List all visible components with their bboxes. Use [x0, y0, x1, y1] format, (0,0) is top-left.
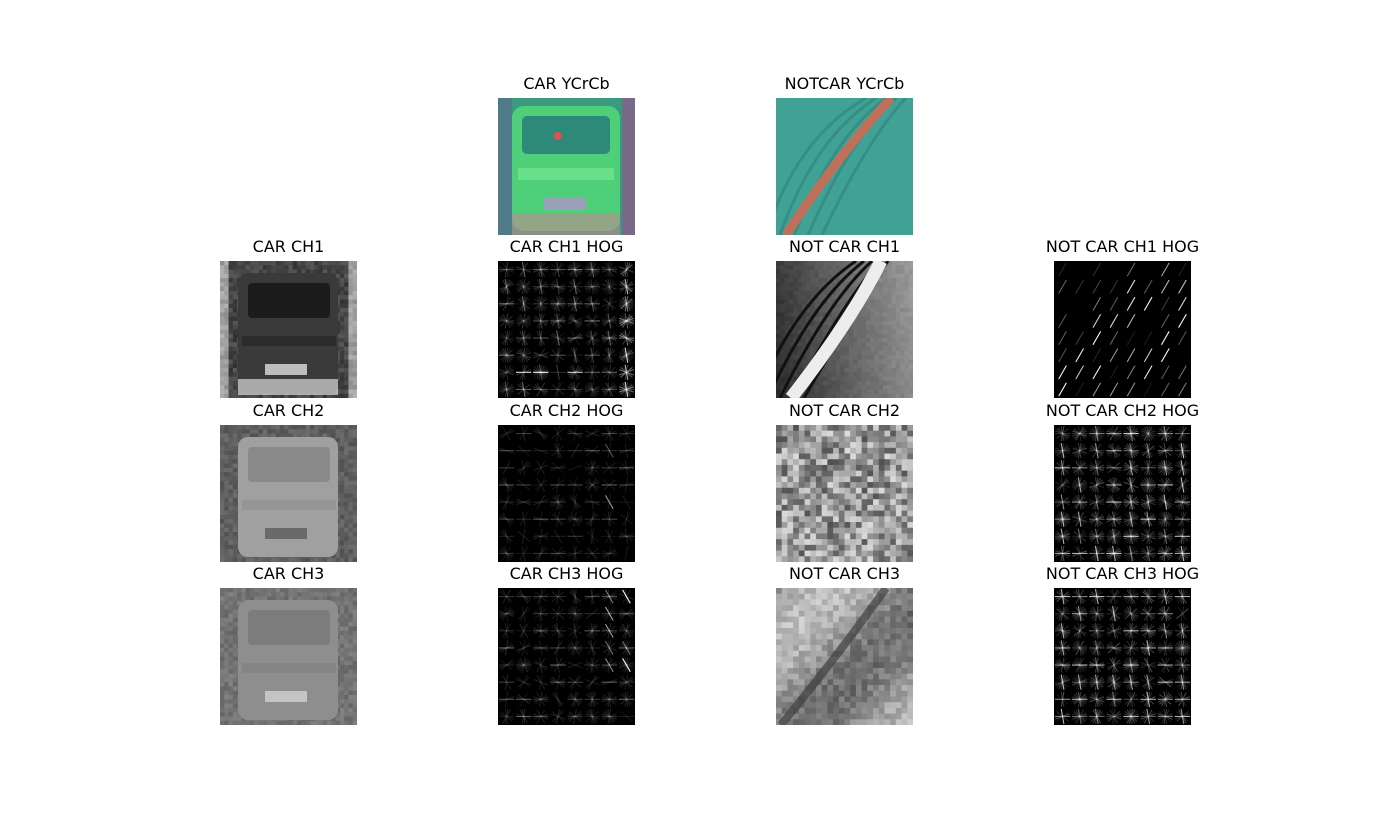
panel-title: CAR CH3	[252, 564, 325, 583]
notcar-ch1-image	[776, 261, 913, 398]
car-ch3-hog-image	[498, 588, 635, 725]
notcar-ch2-image	[776, 425, 913, 562]
notcar-ch3-image	[776, 588, 913, 725]
panel-title: CAR CH1	[252, 237, 325, 256]
car-ch1-hog-image	[498, 261, 635, 398]
car-ch1-image	[220, 261, 357, 398]
panel-title: NOT CAR CH3 HOG	[1045, 564, 1200, 583]
panel-title: NOTCAR YCrCb	[784, 74, 905, 93]
notcar-ch1-hog-image	[1054, 261, 1191, 398]
panel-title: CAR YCrCb	[523, 74, 610, 93]
panel-title: CAR CH2 HOG	[509, 401, 624, 420]
panel-title: NOT CAR CH3	[788, 564, 901, 583]
panel-title: CAR CH1 HOG	[509, 237, 624, 256]
car-ch2-hog-image	[498, 425, 635, 562]
panel-title: NOT CAR CH1 HOG	[1045, 237, 1200, 256]
panel-title: NOT CAR CH1	[788, 237, 901, 256]
panel-title: NOT CAR CH2 HOG	[1045, 401, 1200, 420]
panel-title: CAR CH3 HOG	[509, 564, 624, 583]
notcar-ycrcb-image	[776, 98, 913, 235]
panel-title: CAR CH2	[252, 401, 325, 420]
notcar-ch2-hog-image	[1054, 425, 1191, 562]
car-ch3-image	[220, 588, 357, 725]
notcar-ch3-hog-image	[1054, 588, 1191, 725]
panel-title: NOT CAR CH2	[788, 401, 901, 420]
car-ch2-image	[220, 425, 357, 562]
car-ycrcb-image	[498, 98, 635, 235]
